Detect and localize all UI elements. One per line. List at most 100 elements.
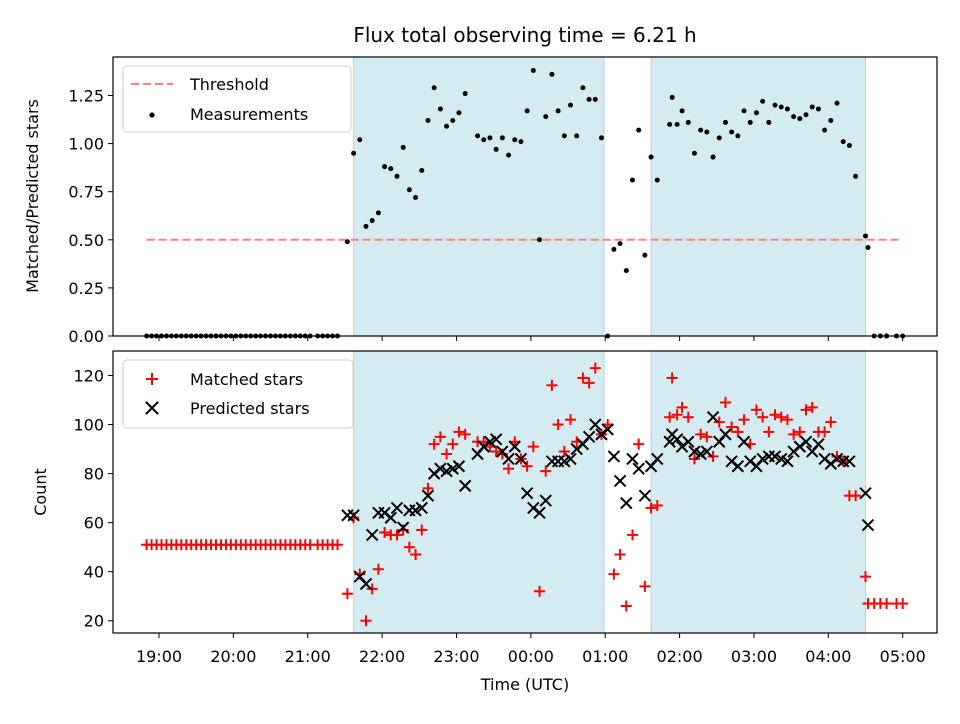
measurement-point	[344, 239, 350, 245]
measurement-point	[669, 94, 675, 100]
measurement-point	[863, 233, 869, 239]
y-tick-label: 100	[73, 416, 104, 435]
matched-star-point	[403, 541, 415, 553]
top-plot-frame	[112, 56, 938, 337]
matched-star-point	[750, 404, 762, 416]
matched-star-point	[521, 460, 533, 472]
measurement-point	[481, 137, 487, 143]
matched-star-point	[614, 549, 626, 561]
top-shading	[353, 56, 867, 337]
predicted-star-point	[737, 435, 751, 448]
matched-star-point	[732, 426, 744, 438]
matched-star-point	[565, 414, 577, 426]
matched-star-point	[757, 411, 769, 423]
predicted-star-point	[812, 437, 825, 451]
matched-star-point	[713, 416, 725, 428]
measurement-point	[555, 108, 561, 114]
measurement-point	[512, 137, 518, 143]
measurement-point	[685, 119, 691, 125]
legend-matched-label: Matched stars	[190, 370, 303, 389]
matched-star-point	[441, 448, 453, 460]
measurement-point	[518, 139, 524, 145]
predicted-star-point	[452, 460, 466, 473]
matched-star-point	[459, 428, 471, 440]
matched-star-point	[639, 580, 651, 592]
y-tick-label: 0.25	[68, 279, 104, 298]
measurement-point	[623, 268, 629, 274]
x-tick-label: 20:00	[210, 647, 256, 666]
matched-star-point	[800, 404, 812, 416]
measurement-point	[766, 119, 772, 125]
measurement-point	[400, 144, 406, 150]
matched-star-point	[416, 524, 428, 536]
predicted-star-point	[719, 428, 732, 441]
measurement-point	[475, 133, 481, 139]
measurement-point	[375, 210, 381, 216]
predicted-star-point	[700, 445, 714, 458]
matched-star-point	[391, 529, 403, 541]
measurement-point	[797, 116, 803, 122]
predicted-star-point	[396, 521, 410, 534]
legend-threshold-label: Threshold	[189, 75, 269, 94]
measurement-point	[530, 67, 536, 73]
x-tick-label: 02:00	[657, 647, 703, 666]
measurement-point	[493, 146, 499, 152]
measurement-point	[735, 133, 741, 139]
predicted-star-point	[601, 423, 614, 436]
matched-star-point	[695, 428, 707, 440]
measurement-point	[778, 104, 784, 110]
measurement-point	[753, 110, 759, 116]
predicted-star-point	[799, 435, 813, 448]
measurement-point	[413, 194, 419, 200]
measurement-point	[586, 96, 592, 102]
measurement-point	[394, 173, 400, 179]
matched-star-point	[671, 409, 683, 421]
matched-star-point	[577, 372, 589, 384]
x-tick-label: 05:00	[880, 647, 926, 666]
matched-star-point	[534, 585, 546, 597]
matched-star-point	[453, 426, 465, 438]
shaded-interval	[353, 350, 605, 634]
x-tick-label: 04:00	[805, 647, 851, 666]
predicted-star-point	[861, 518, 875, 532]
predicted-star-point	[582, 430, 596, 444]
matched-star-point	[552, 419, 564, 431]
matched-star-point	[434, 431, 446, 443]
predicted-star-point	[520, 487, 534, 500]
y-tick-label: 120	[73, 367, 104, 386]
matched-star-point	[379, 526, 391, 538]
matched-star-point	[850, 490, 862, 502]
measurement-point	[543, 114, 549, 120]
matched-star-point	[794, 426, 806, 438]
top-legend-box	[122, 65, 352, 133]
matched-star-point	[546, 379, 558, 391]
measurement-point	[611, 246, 617, 252]
matched-star-point	[676, 401, 688, 413]
matched-star-point	[738, 414, 750, 426]
measurement-point	[568, 102, 574, 108]
matched-star-point	[664, 411, 676, 423]
matched-star-point	[806, 401, 818, 413]
y-tick-label: 80	[84, 465, 104, 484]
top-x-ticks	[158, 336, 904, 341]
matched-star-point	[626, 529, 638, 541]
measurement-point	[667, 121, 673, 127]
matched-star-point	[897, 598, 909, 610]
measurement-point	[679, 108, 685, 114]
x-tick-label: 01:00	[582, 647, 628, 666]
measurement-point	[549, 71, 555, 77]
measurement-point	[580, 85, 586, 91]
matched-star-point	[707, 450, 719, 462]
matched-star-point	[769, 409, 781, 421]
matched-star-point	[422, 482, 434, 494]
measurement-point	[803, 112, 809, 118]
measurement-point	[704, 129, 710, 135]
predicted-star-point	[682, 435, 695, 448]
matched-star-point	[819, 426, 831, 438]
predicted-star-point	[731, 460, 745, 473]
legend-predicted-label: Predicted stars	[190, 399, 310, 418]
y-tick-label: 60	[84, 514, 104, 533]
predicted-star-point	[781, 455, 794, 468]
measurement-point	[822, 127, 828, 133]
